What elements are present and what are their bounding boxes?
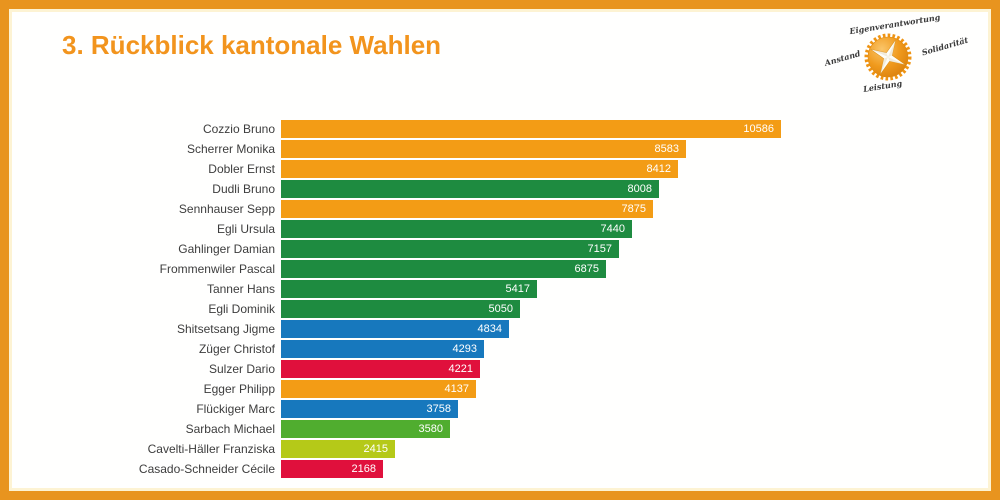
bar-value-label: 6875 bbox=[574, 263, 599, 275]
bar-track: 2415 bbox=[281, 440, 991, 458]
bar-category-label: Dudli Bruno bbox=[212, 182, 275, 196]
bar-track: 4834 bbox=[281, 320, 991, 338]
bar-track: 10586 bbox=[281, 120, 991, 138]
bar-track: 7440 bbox=[281, 220, 991, 238]
bar: 7875 bbox=[281, 200, 653, 218]
bar: 8583 bbox=[281, 140, 686, 158]
chart-row: Cavelti-Häller Franziska 2415 bbox=[9, 439, 991, 459]
bar-track: 8008 bbox=[281, 180, 991, 198]
bar: 4834 bbox=[281, 320, 509, 338]
bar-value-label: 4293 bbox=[452, 343, 477, 355]
chart-row: Gahlinger Damian 7157 bbox=[9, 239, 991, 259]
bar-value-label: 7875 bbox=[621, 203, 646, 215]
bar-track: 4137 bbox=[281, 380, 991, 398]
bar-track: 5417 bbox=[281, 280, 991, 298]
bar-track: 3758 bbox=[281, 400, 991, 418]
bar: 4293 bbox=[281, 340, 484, 358]
bar: 2415 bbox=[281, 440, 395, 458]
bar-track: 3580 bbox=[281, 420, 991, 438]
chart-row: Scherrer Monika 8583 bbox=[9, 139, 991, 159]
bar: 6875 bbox=[281, 260, 606, 278]
bar-value-label: 4137 bbox=[444, 383, 469, 395]
bar-track: 7157 bbox=[281, 240, 991, 258]
compass-chip-icon bbox=[864, 33, 912, 81]
bar-value-label: 5050 bbox=[488, 303, 513, 315]
chart-row: Sulzer Dario 4221 bbox=[9, 359, 991, 379]
chart-row: Züger Christof 4293 bbox=[9, 339, 991, 359]
bar-track: 4293 bbox=[281, 340, 991, 358]
bar-category-label: Sarbach Michael bbox=[185, 422, 275, 436]
chart-row: Sarbach Michael 3580 bbox=[9, 419, 991, 439]
bar-category-label: Gahlinger Damian bbox=[178, 242, 275, 256]
bar-track: 8412 bbox=[281, 160, 991, 178]
bar: 10586 bbox=[281, 120, 781, 138]
bar-category-label: Scherrer Monika bbox=[186, 142, 275, 156]
bar-category-label: Dobler Ernst bbox=[208, 162, 275, 176]
bar-category-label: Züger Christof bbox=[198, 342, 275, 356]
bar: 7157 bbox=[281, 240, 619, 258]
party-logo: Eigenverantwortung Solidarität Anstand L… bbox=[823, 9, 973, 105]
bar-track: 2168 bbox=[281, 460, 991, 478]
bar-value-label: 10586 bbox=[743, 123, 774, 135]
bar-category-label: Egli Dominik bbox=[208, 302, 275, 316]
bar: 3758 bbox=[281, 400, 458, 418]
bar: 7440 bbox=[281, 220, 632, 238]
bar: 4137 bbox=[281, 380, 476, 398]
slide-title: 3. Rückblick kantonale Wahlen bbox=[62, 30, 442, 60]
bar-category-label: Egger Philipp bbox=[203, 382, 275, 396]
bar: 8412 bbox=[281, 160, 678, 178]
bar-category-label: Egli Ursula bbox=[216, 222, 275, 236]
bar-value-label: 8583 bbox=[654, 143, 679, 155]
bar-value-label: 2168 bbox=[351, 463, 376, 475]
bar-category-label: Flückiger Marc bbox=[196, 402, 275, 416]
bar: 2168 bbox=[281, 460, 383, 478]
chart-row: Sennhauser Sepp 7875 bbox=[9, 199, 991, 219]
bar-track: 4221 bbox=[281, 360, 991, 378]
bar-track: 8583 bbox=[281, 140, 991, 158]
chart-row: Tanner Hans 5417 bbox=[9, 279, 991, 299]
bar-value-label: 3580 bbox=[418, 423, 443, 435]
bar-category-label: Sennhauser Sepp bbox=[178, 202, 275, 216]
bar-value-label: 5417 bbox=[505, 283, 530, 295]
bar-value-label: 7157 bbox=[587, 243, 612, 255]
bar-value-label: 8412 bbox=[646, 163, 671, 175]
bar: 5417 bbox=[281, 280, 537, 298]
bar: 3580 bbox=[281, 420, 450, 438]
bar-category-label: Shitsetsang Jigme bbox=[176, 322, 275, 336]
bar-value-label: 4834 bbox=[477, 323, 502, 335]
bar-value-label: 8008 bbox=[627, 183, 652, 195]
chart-row: Frommenwiler Pascal 6875 bbox=[9, 259, 991, 279]
chart-row: Flückiger Marc 3758 bbox=[9, 399, 991, 419]
bar-value-label: 7440 bbox=[600, 223, 625, 235]
logo-word-left: Anstand bbox=[823, 48, 862, 68]
bar-category-label: Tanner Hans bbox=[206, 282, 275, 296]
bar-track: 7875 bbox=[281, 200, 991, 218]
bar-category-label: Cavelti-Häller Franziska bbox=[147, 442, 275, 456]
bar-value-label: 3758 bbox=[426, 403, 451, 415]
chart-row: Egger Philipp 4137 bbox=[9, 379, 991, 399]
chart-row: Casado-Schneider Cécile 2168 bbox=[9, 459, 991, 479]
bar-value-label: 2415 bbox=[363, 443, 388, 455]
chart-row: Egli Ursula 7440 bbox=[9, 219, 991, 239]
bar: 4221 bbox=[281, 360, 480, 378]
bar-chart: Cozzio Bruno 10586 Scherrer Monika 8583 Dobl… bbox=[9, 119, 991, 479]
bar-track: 5050 bbox=[281, 300, 991, 318]
bar-category-label: Casado-Schneider Cécile bbox=[138, 462, 275, 476]
bar-category-label: Cozzio Bruno bbox=[202, 122, 275, 136]
bar-value-label: 4221 bbox=[448, 363, 473, 375]
chart-row: Shitsetsang Jigme 4834 bbox=[9, 319, 991, 339]
bar-category-label: Sulzer Dario bbox=[208, 362, 275, 376]
bar: 8008 bbox=[281, 180, 659, 198]
bar: 5050 bbox=[281, 300, 520, 318]
bar-track: 6875 bbox=[281, 260, 991, 278]
chart-row: Dudli Bruno 8008 bbox=[9, 179, 991, 199]
logo-word-right: Solidarität bbox=[920, 34, 970, 58]
chart-row: Cozzio Bruno 10586 bbox=[9, 119, 991, 139]
chart-row: Egli Dominik 5050 bbox=[9, 299, 991, 319]
bar-category-label: Frommenwiler Pascal bbox=[159, 262, 275, 276]
chart-row: Dobler Ernst 8412 bbox=[9, 159, 991, 179]
